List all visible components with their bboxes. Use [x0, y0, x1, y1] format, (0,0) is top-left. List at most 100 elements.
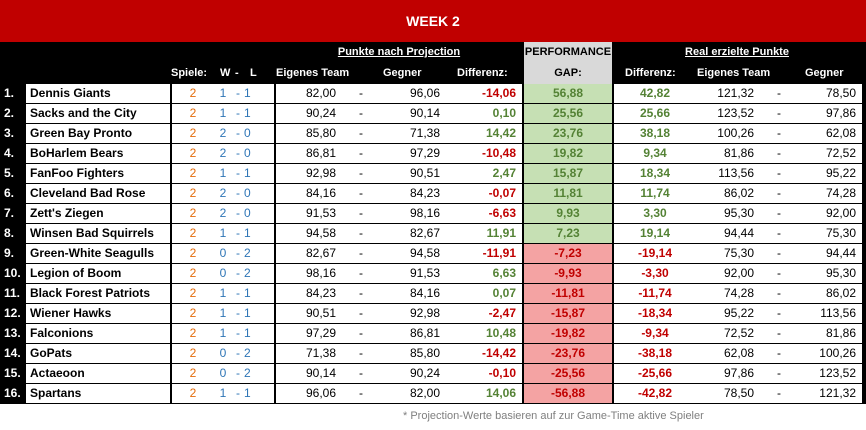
standings-table: 1. Dennis Giants 2 1-1 82,00-96,06 -14,06 56,8… [0, 84, 866, 404]
table-row: 11. Black Forest Patriots 2 1-1 84,23-84,16 0… [0, 284, 866, 304]
gap-cell: -23,76 [524, 344, 612, 363]
real-dash: - [760, 84, 798, 103]
header-group-projection: Punkte nach Projection [337, 46, 461, 58]
wins-cell: 2 [214, 204, 232, 223]
gap-cell: 56,88 [524, 84, 612, 103]
real-opp-cell: 94,44 [798, 244, 862, 263]
wl-separator: - [232, 284, 244, 303]
col-header-opp: Gegner [383, 67, 422, 79]
real-dash: - [760, 164, 798, 183]
losses-cell: 2 [244, 244, 274, 263]
real-opp-cell: 62,08 [798, 124, 862, 143]
wins-cell: 1 [214, 304, 232, 323]
header-group-real: Real erzielte Punkte [685, 46, 789, 58]
gap-cell: -56,88 [524, 384, 612, 403]
real-diff-cell: -11,74 [614, 284, 696, 303]
wins-cell: 2 [214, 124, 232, 143]
footnote-area: * Projection-Werte basieren auf zur Game… [0, 404, 866, 430]
proj-diff-cell: 14,06 [446, 384, 522, 403]
rank-cell: 5. [4, 166, 15, 180]
team-name-cell: Cleveland Bad Rose [26, 184, 170, 203]
losses-cell: 1 [244, 284, 274, 303]
wl-separator: - [232, 264, 244, 283]
table-row: 15. Actaeoon 2 0-2 90,14-90,24 -0,10 -25,56 -25… [0, 364, 866, 384]
table-row: 8. Winsen Bad Squirrels 2 1-1 94,58-82,67 11,… [0, 224, 866, 244]
week-title: WEEK 2 [0, 0, 866, 42]
proj-dash: - [342, 384, 380, 403]
real-own-cell: 95,22 [696, 304, 760, 323]
gap-cell: 25,56 [524, 104, 612, 123]
games-cell: 2 [172, 324, 214, 343]
proj-opp-cell: 82,00 [380, 384, 446, 403]
games-cell: 2 [172, 364, 214, 383]
wins-cell: 1 [214, 84, 232, 103]
wins-cell: 2 [214, 184, 232, 203]
wl-separator: - [232, 164, 244, 183]
rank-cell: 7. [4, 206, 15, 220]
real-opp-cell: 123,52 [798, 364, 862, 383]
losses-cell: 1 [244, 224, 274, 243]
proj-opp-cell: 86,81 [380, 324, 446, 343]
proj-own-cell: 84,16 [276, 184, 342, 203]
table-row: 13. Falconions 2 1-1 97,29-86,81 10,48 -19,82-… [0, 324, 866, 344]
col-header-real-diff: Differenz: [625, 67, 676, 79]
proj-dash: - [342, 144, 380, 163]
real-dash: - [760, 324, 798, 343]
proj-dash: - [342, 84, 380, 103]
team-name-cell: Falconions [26, 324, 170, 343]
gap-cell: -19,82 [524, 324, 612, 343]
real-dash: - [760, 344, 798, 363]
rank-cell: 8. [4, 226, 15, 240]
table-row: 5. FanFoo Fighters 2 1-1 92,98-90,51 2,47 15,8… [0, 164, 866, 184]
real-own-cell: 95,30 [696, 204, 760, 223]
table-row: 1. Dennis Giants 2 1-1 82,00-96,06 -14,06 56,8… [0, 84, 866, 104]
losses-cell: 1 [244, 384, 274, 403]
real-opp-cell: 75,30 [798, 224, 862, 243]
proj-own-cell: 90,51 [276, 304, 342, 323]
proj-own-cell: 82,67 [276, 244, 342, 263]
real-own-cell: 97,86 [696, 364, 760, 383]
games-cell: 2 [172, 164, 214, 183]
real-own-cell: 81,86 [696, 144, 760, 163]
real-opp-cell: 86,02 [798, 284, 862, 303]
col-header-real-own: Eigenes Team [697, 67, 771, 79]
games-cell: 2 [172, 224, 214, 243]
proj-own-cell: 91,53 [276, 204, 342, 223]
proj-opp-cell: 84,23 [380, 184, 446, 203]
real-diff-cell: 25,66 [614, 104, 696, 123]
proj-diff-cell: -0,07 [446, 184, 522, 203]
wins-cell: 1 [214, 284, 232, 303]
proj-dash: - [342, 344, 380, 363]
real-opp-cell: 78,50 [798, 84, 862, 103]
games-cell: 2 [172, 244, 214, 263]
games-cell: 2 [172, 284, 214, 303]
games-cell: 2 [172, 84, 214, 103]
proj-own-cell: 96,06 [276, 384, 342, 403]
proj-dash: - [342, 364, 380, 383]
gap-cell: 15,87 [524, 164, 612, 183]
real-own-cell: 72,52 [696, 324, 760, 343]
gap-cell: 23,76 [524, 124, 612, 143]
proj-dash: - [342, 124, 380, 143]
team-name-cell: FanFoo Fighters [26, 164, 170, 183]
wl-separator: - [232, 304, 244, 323]
real-opp-cell: 95,30 [798, 264, 862, 283]
real-opp-cell: 81,86 [798, 324, 862, 343]
real-dash: - [760, 204, 798, 223]
real-own-cell: 62,08 [696, 344, 760, 363]
table-row: 2. Sacks and the City 2 1-1 90,24-90,14 0,10 2… [0, 104, 866, 124]
proj-opp-cell: 85,80 [380, 344, 446, 363]
real-dash: - [760, 224, 798, 243]
proj-diff-cell: 0,10 [446, 104, 522, 123]
team-name-cell: Spartans [26, 384, 170, 403]
losses-cell: 1 [244, 304, 274, 323]
wl-separator: - [232, 204, 244, 223]
proj-diff-cell: -0,10 [446, 364, 522, 383]
real-diff-cell: -25,66 [614, 364, 696, 383]
losses-cell: 0 [244, 204, 274, 223]
wl-separator: - [232, 364, 244, 383]
proj-diff-cell: 14,42 [446, 124, 522, 143]
wins-cell: 0 [214, 244, 232, 263]
wl-separator: - [232, 244, 244, 263]
proj-opp-cell: 90,51 [380, 164, 446, 183]
